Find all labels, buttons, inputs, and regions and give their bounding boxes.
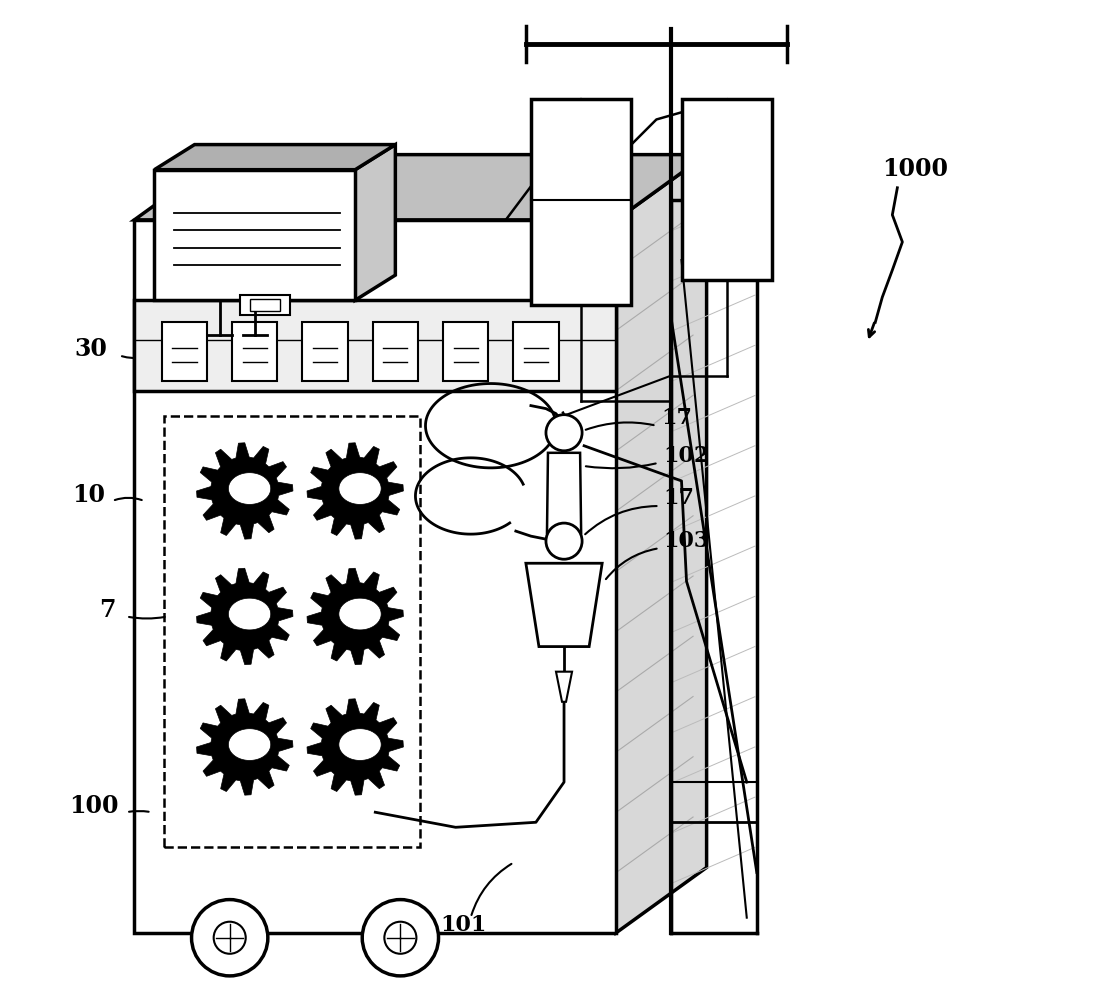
Polygon shape — [155, 171, 355, 301]
Text: 103: 103 — [664, 530, 709, 552]
Polygon shape — [307, 699, 404, 795]
Polygon shape — [530, 100, 632, 306]
Text: 17: 17 — [662, 406, 693, 428]
Polygon shape — [228, 599, 270, 630]
Polygon shape — [373, 323, 418, 381]
Circle shape — [191, 900, 268, 976]
Polygon shape — [228, 729, 270, 760]
Polygon shape — [514, 323, 558, 381]
Text: 1000: 1000 — [882, 156, 949, 181]
Polygon shape — [135, 221, 616, 933]
Polygon shape — [526, 564, 603, 647]
Polygon shape — [355, 145, 396, 301]
Text: 7: 7 — [99, 598, 116, 622]
Polygon shape — [547, 453, 582, 534]
Circle shape — [385, 922, 416, 954]
Circle shape — [214, 922, 246, 954]
Circle shape — [546, 524, 582, 560]
Polygon shape — [232, 323, 277, 381]
Polygon shape — [307, 569, 404, 665]
Polygon shape — [250, 300, 280, 312]
Circle shape — [363, 900, 438, 976]
Text: 100: 100 — [69, 793, 119, 817]
Bar — [165, 416, 420, 848]
Polygon shape — [302, 323, 348, 381]
Polygon shape — [682, 100, 772, 281]
Polygon shape — [616, 155, 706, 933]
Text: 102: 102 — [664, 444, 709, 466]
Polygon shape — [155, 145, 396, 171]
Polygon shape — [307, 443, 404, 540]
Polygon shape — [197, 569, 292, 665]
Polygon shape — [443, 323, 488, 381]
Text: 10: 10 — [72, 482, 105, 507]
Polygon shape — [162, 323, 207, 381]
Circle shape — [546, 415, 582, 451]
Polygon shape — [135, 155, 706, 221]
Polygon shape — [228, 473, 270, 505]
Polygon shape — [339, 473, 381, 505]
Polygon shape — [556, 672, 572, 702]
Polygon shape — [339, 599, 381, 630]
Text: 101: 101 — [440, 913, 487, 935]
Polygon shape — [135, 301, 616, 391]
Polygon shape — [339, 729, 381, 760]
Polygon shape — [197, 443, 292, 540]
Text: 30: 30 — [75, 337, 107, 361]
Polygon shape — [197, 699, 292, 795]
Polygon shape — [240, 296, 290, 316]
Text: 17: 17 — [664, 486, 694, 509]
